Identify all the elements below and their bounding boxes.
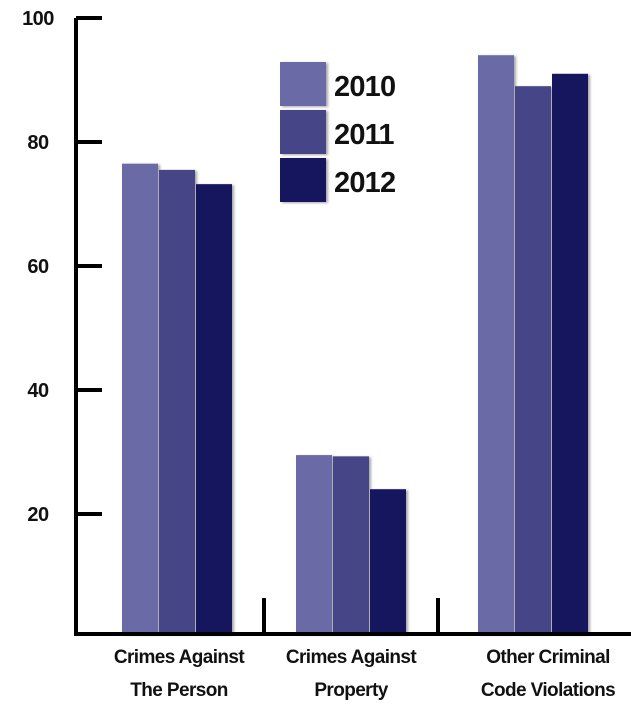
category-label-3-line-2: Code Violations: [481, 680, 615, 701]
bar-2011-category-1: [159, 169, 195, 634]
y-tick-label-20: 20: [27, 504, 49, 526]
legend-swatch-2012: [280, 158, 326, 202]
legend-label-2011: 2011: [334, 119, 394, 151]
category-label-2-line-1: Crimes Against: [286, 647, 418, 668]
legend: 2010 2011 2012: [280, 62, 396, 202]
bars-layer: [122, 55, 588, 635]
y-tick-label-60: 60: [27, 256, 49, 278]
category-label-1-line-1: Crimes Against: [114, 647, 246, 668]
legend-swatch-2011: [280, 110, 326, 154]
bar-2011-category-3: [515, 86, 551, 634]
bar-2012-category-2: [370, 489, 406, 634]
legend-label-2012: 2012: [334, 167, 395, 199]
bar-2010-category-3: [478, 55, 514, 634]
y-tick-label-80: 80: [27, 132, 49, 154]
category-label-3-line-1: Other Criminal: [486, 647, 610, 668]
legend-swatch-2010: [280, 62, 326, 106]
bar-2012-category-1: [196, 184, 232, 634]
y-tick-label-40: 40: [27, 380, 49, 402]
axes-layer: [74, 16, 631, 636]
y-tick-label-100: 100: [22, 8, 54, 30]
bar-2010-category-1: [122, 163, 158, 634]
bar-2012-category-3: [552, 73, 588, 635]
bar-2010-category-2: [296, 455, 332, 634]
labels-layer: 20 40 60 80 100 Crimes Against The Person Crime…: [22, 8, 616, 701]
category-label-1-line-2: The Person: [130, 680, 227, 701]
category-label-2-line-2: Property: [314, 680, 388, 701]
bar-2011-category-2: [333, 456, 369, 634]
legend-label-2010: 2010: [334, 71, 395, 103]
